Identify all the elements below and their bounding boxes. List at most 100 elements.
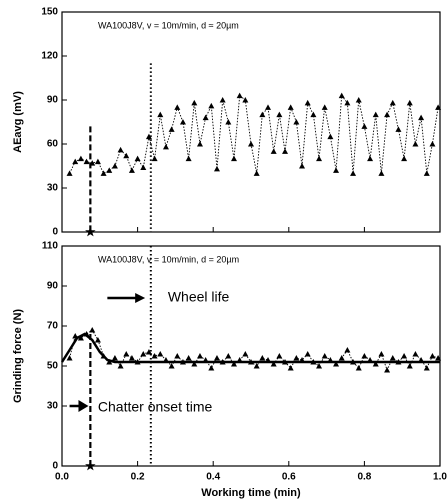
annotation: WA100J8V, v = 10m/min, d = 20µm xyxy=(98,254,239,264)
data-point xyxy=(157,351,164,357)
data-point xyxy=(94,337,101,343)
data-point xyxy=(287,365,294,371)
data-point xyxy=(282,148,289,154)
y-axis-label: Grinding force (N) xyxy=(12,309,24,403)
arrow-head xyxy=(135,293,146,303)
data-point xyxy=(83,158,90,165)
data-point xyxy=(248,141,254,147)
data-point xyxy=(89,160,96,166)
data-point xyxy=(111,163,118,169)
data-point xyxy=(162,143,169,150)
data-point xyxy=(77,335,84,341)
annotation-text: Wheel life xyxy=(168,289,230,305)
data-point xyxy=(123,152,130,159)
data-point xyxy=(259,111,266,118)
data-point xyxy=(208,365,215,371)
data-point xyxy=(219,97,226,103)
data-point xyxy=(185,355,192,361)
data-point xyxy=(72,158,79,165)
data-point xyxy=(242,97,249,103)
y-tick-label: 60 xyxy=(47,139,59,150)
data-point xyxy=(435,355,442,361)
data-point xyxy=(372,361,379,367)
x-tick-label: 0.8 xyxy=(357,472,371,483)
data-point xyxy=(344,347,351,353)
y-tick-label: 150 xyxy=(41,7,58,18)
x-tick-label: 0.0 xyxy=(55,472,69,483)
data-point xyxy=(225,353,232,359)
x-tick-label: 0.6 xyxy=(282,472,296,483)
data-point xyxy=(321,104,328,110)
data-point xyxy=(174,104,181,110)
data-point xyxy=(299,163,306,169)
data-point xyxy=(338,355,345,361)
x-tick-label: 0.4 xyxy=(206,472,220,483)
data-point xyxy=(401,155,408,162)
data-point xyxy=(225,119,232,125)
data-point xyxy=(429,353,436,359)
y-tick-label: 90 xyxy=(47,281,59,292)
data-point xyxy=(350,170,357,176)
y-tick-label: 120 xyxy=(41,51,58,62)
data-point xyxy=(361,123,368,129)
data-point xyxy=(270,361,277,367)
data-point xyxy=(157,111,164,118)
data-point xyxy=(270,148,277,154)
y-tick-label: 110 xyxy=(42,241,59,252)
data-point xyxy=(310,111,317,118)
data-point xyxy=(230,361,237,367)
data-point xyxy=(77,155,84,162)
data-point xyxy=(117,146,124,153)
data-point xyxy=(412,351,419,357)
data-point xyxy=(145,133,152,140)
data-point xyxy=(435,104,442,110)
data-point xyxy=(106,167,113,173)
y-tick-label: 30 xyxy=(47,183,59,194)
data-point xyxy=(304,351,311,357)
x-axis-label: Working time (min) xyxy=(201,487,301,499)
y-tick-label: 0 xyxy=(52,227,58,238)
data-point xyxy=(384,111,391,118)
data-point xyxy=(287,104,294,110)
data-point xyxy=(423,365,430,371)
data-point xyxy=(208,102,215,109)
data-point xyxy=(395,126,402,132)
y-tick-label: 30 xyxy=(47,401,59,412)
data-point xyxy=(202,114,209,121)
data-point xyxy=(123,351,130,357)
data-point xyxy=(293,355,300,361)
data-point xyxy=(253,170,260,176)
data-point xyxy=(406,363,413,369)
series-line xyxy=(60,332,440,364)
data-point xyxy=(89,327,96,333)
data-point xyxy=(378,170,385,176)
star xyxy=(85,226,96,237)
plot-frame xyxy=(61,245,441,467)
data-point xyxy=(259,355,266,361)
star xyxy=(85,460,96,471)
data-point xyxy=(134,155,141,162)
data-point xyxy=(128,167,135,173)
y-tick-label: 90 xyxy=(47,95,59,106)
data-point xyxy=(333,167,340,173)
data-point xyxy=(191,361,198,367)
data-point xyxy=(276,353,283,359)
data-point xyxy=(94,158,101,165)
data-point xyxy=(429,141,436,147)
data-point xyxy=(242,351,249,357)
data-point xyxy=(265,104,272,110)
data-point xyxy=(151,155,158,162)
data-point xyxy=(344,99,351,106)
annotation: WA100J8V, v = 10m/min, d ≈ 20µm xyxy=(98,20,239,30)
data-point xyxy=(253,363,260,369)
data-point xyxy=(361,353,368,359)
data-point xyxy=(333,361,340,367)
data-point xyxy=(355,97,362,103)
data-point xyxy=(179,119,186,125)
data-point xyxy=(66,355,73,361)
data-point xyxy=(100,170,107,176)
data-point xyxy=(185,155,192,162)
data-point xyxy=(230,155,237,162)
data-point xyxy=(140,351,147,357)
data-point xyxy=(412,141,419,147)
